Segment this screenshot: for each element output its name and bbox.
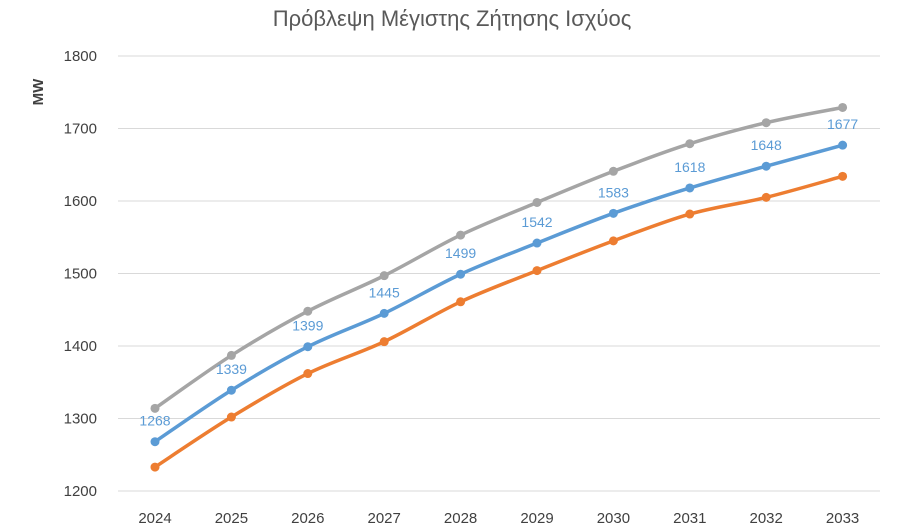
data-point <box>685 139 695 149</box>
x-tick-label: 2029 <box>520 510 553 527</box>
series-line <box>153 174 845 469</box>
series-0 <box>150 102 848 413</box>
data-point <box>685 183 695 193</box>
y-tick-label: 1300 <box>64 411 97 428</box>
x-tick-label: 2025 <box>215 510 248 527</box>
data-label: 1583 <box>598 184 629 200</box>
data-point <box>685 209 695 219</box>
data-point <box>532 266 542 276</box>
data-label: 1499 <box>445 245 476 261</box>
data-label: 1339 <box>216 361 247 377</box>
series-2 <box>150 171 848 472</box>
x-tick-label: 2027 <box>368 510 401 527</box>
series-line <box>153 143 845 444</box>
y-tick-label: 1200 <box>64 483 97 500</box>
data-point <box>226 385 236 395</box>
data-point <box>456 230 466 240</box>
data-label: 1618 <box>674 159 705 175</box>
x-tick-label: 2030 <box>597 510 630 527</box>
data-label: 1648 <box>751 137 782 153</box>
data-point <box>150 462 160 472</box>
data-point <box>379 337 389 347</box>
data-point <box>608 208 618 218</box>
x-axis-ticks: 2024 2025 2026 2027 2028 2029 2030 2031 2032 2033 <box>138 510 859 527</box>
data-point <box>456 297 466 307</box>
data-point <box>150 403 160 413</box>
chart-title: Πρόβλεψη Μέγιστης Ζήτησης Ισχύος <box>273 6 632 31</box>
y-tick-label: 1400 <box>64 338 97 355</box>
data-point <box>838 102 848 112</box>
data-point <box>303 306 313 316</box>
y-tick-label: 1500 <box>64 266 97 283</box>
y-axis-label: MW <box>30 78 47 105</box>
x-tick-label: 2031 <box>673 510 706 527</box>
data-point <box>761 118 771 128</box>
data-label: 1268 <box>139 413 170 429</box>
data-point <box>379 308 389 318</box>
data-point <box>303 369 313 379</box>
x-tick-label: 2033 <box>826 510 859 527</box>
data-point <box>608 236 618 246</box>
y-tick-label: 1600 <box>64 193 97 210</box>
data-point <box>150 437 160 447</box>
data-labels: 1268 1339 1399 1445 1499 1542 1583 1618 1648 1677 <box>139 116 858 429</box>
x-tick-label: 2026 <box>291 510 324 527</box>
data-point <box>456 269 466 279</box>
data-label: 1677 <box>827 116 858 132</box>
y-tick-label: 1700 <box>64 121 97 138</box>
data-point <box>761 192 771 202</box>
x-tick-label: 2024 <box>138 510 171 527</box>
data-point <box>838 140 848 150</box>
x-tick-label: 2032 <box>750 510 783 527</box>
series-1 <box>150 140 848 447</box>
data-point <box>761 161 771 171</box>
series-line <box>153 105 845 411</box>
data-label: 1542 <box>521 214 552 230</box>
data-label: 1445 <box>369 284 400 300</box>
data-point <box>532 238 542 248</box>
data-point <box>379 271 389 281</box>
data-point <box>608 166 618 176</box>
data-point <box>303 342 313 352</box>
series-group <box>150 102 848 472</box>
data-point <box>838 171 848 181</box>
x-tick-label: 2028 <box>444 510 477 527</box>
y-tick-label: 1800 <box>64 48 97 65</box>
y-axis-ticks: 1200 1300 1400 1500 1600 1700 1800 <box>64 48 97 500</box>
data-point <box>226 350 236 360</box>
data-point <box>226 412 236 422</box>
data-label: 1399 <box>292 318 323 334</box>
data-point <box>532 197 542 207</box>
